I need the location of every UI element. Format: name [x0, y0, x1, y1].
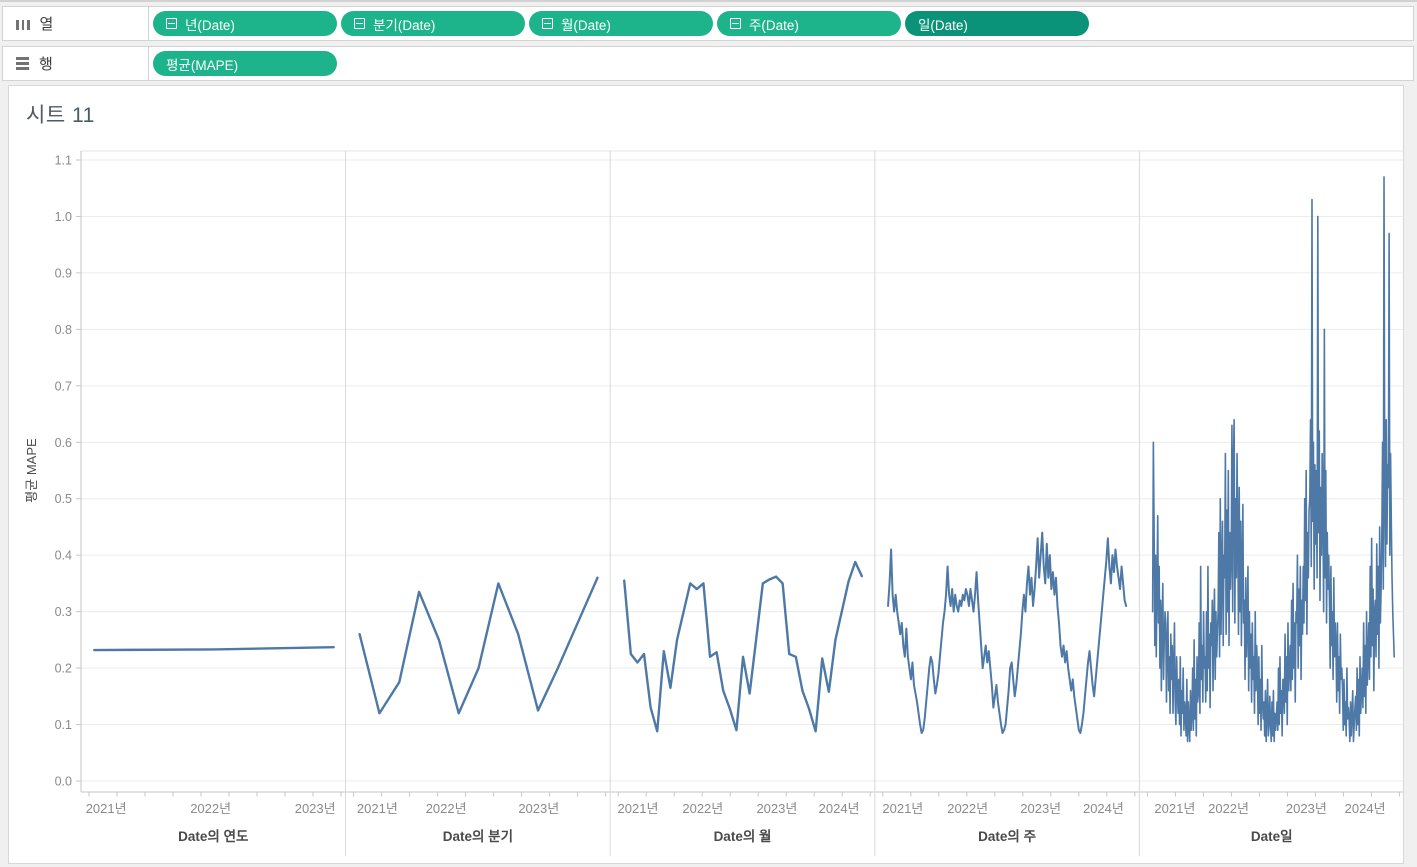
shelf-pill-columns-0[interactable]: 년(Date) [153, 11, 337, 36]
series-line-quarter[interactable] [358, 576, 599, 715]
pill-label: 분기(Date) [373, 17, 436, 33]
series-line-year[interactable] [93, 646, 335, 652]
y-tick-label: 0.7 [55, 379, 72, 393]
rows-shelf-title: 행 [39, 56, 53, 73]
x-tick-label: 2021년 [86, 801, 127, 816]
x-tick-label: 2023년 [295, 801, 336, 816]
series-line-month[interactable] [623, 560, 864, 733]
pill-label: 주(Date) [749, 17, 799, 33]
series-line-day[interactable] [1151, 176, 1396, 743]
pill-label: 일(Date) [918, 17, 968, 33]
y-axis-title: 평균 MAPE [24, 438, 39, 503]
collapse-minus-icon[interactable] [730, 18, 741, 29]
y-tick-label: 0.8 [55, 323, 72, 337]
y-tick-label: 0.1 [55, 718, 72, 732]
y-tick-label: 0.0 [55, 775, 72, 789]
x-axis-title-year: Date의 연도 [178, 828, 249, 844]
y-tick-label: 1.0 [55, 210, 72, 224]
collapse-minus-icon[interactable] [542, 18, 553, 29]
shelf-pill-columns-2[interactable]: 월(Date) [529, 11, 713, 36]
x-tick-label: 2021년 [357, 801, 398, 816]
x-axis-title-week: Date의 주 [978, 828, 1036, 844]
collapse-minus-icon[interactable] [166, 18, 177, 29]
worksheet-card: 0.0 0.1 0.2 0.3 0.4 0.5 0.6 0.7 0.8 0.9 1.0 1.1 평균 M… [8, 85, 1404, 864]
x-tick-label: 2023년 [1286, 801, 1327, 816]
columns-shelf-header: 열 [3, 7, 149, 40]
rows-shelf-header: 행 [3, 47, 149, 80]
x-tick-label: 2023년 [756, 801, 797, 816]
columns-shelf[interactable]: 열 년(Date) 분기(Date) 월(Date) 주(Date) 일(Date) [2, 6, 1414, 41]
rows-icon [16, 57, 29, 70]
shelf-pill-columns-1[interactable]: 분기(Date) [341, 11, 525, 36]
x-tick-label: 2024년 [1345, 801, 1386, 816]
y-tick-label: 0.6 [55, 436, 72, 450]
x-tick-label: 2021년 [1154, 801, 1195, 816]
x-tick-label: 2021년 [882, 801, 923, 816]
x-tick-label: 2022년 [1208, 801, 1249, 816]
pill-label: 평균(MAPE) [166, 57, 239, 73]
window-top-border [0, 0, 1417, 2]
x-tick-label: 2021년 [618, 801, 659, 816]
x-tick-label: 2022년 [947, 801, 988, 816]
x-tick-label: 2024년 [819, 801, 860, 816]
columns-icon [16, 17, 30, 30]
y-tick-label: 0.4 [55, 549, 72, 563]
x-axis-title-quarter: Date의 분기 [443, 828, 513, 844]
rows-pill-container[interactable]: 평균(MAPE) [149, 47, 337, 80]
shelf-pill-columns-3[interactable]: 주(Date) [717, 11, 901, 36]
y-tick-label: 1.1 [55, 154, 72, 168]
shelf-pill-rows-0[interactable]: 평균(MAPE) [153, 51, 337, 76]
columns-pill-container[interactable]: 년(Date) 분기(Date) 월(Date) 주(Date) 일(Date) [149, 7, 1089, 40]
x-tick-label: 2022년 [190, 801, 231, 816]
chart: 0.0 0.1 0.2 0.3 0.4 0.5 0.6 0.7 0.8 0.9 1.0 1.1 평균 M… [24, 150, 1403, 856]
x-tick-label: 2024년 [1083, 801, 1124, 816]
shelf-pill-columns-4[interactable]: 일(Date) [905, 11, 1089, 36]
columns-shelf-title: 열 [39, 16, 54, 33]
x-tick-label: 2022년 [426, 801, 467, 816]
pill-label: 년(Date) [185, 17, 235, 33]
x-tick-label: 2023년 [1020, 801, 1061, 816]
sheet-title: 시트 11 [26, 104, 95, 127]
y-tick-label: 0.5 [55, 492, 72, 506]
x-axis-title-day: Date일 [1251, 829, 1293, 844]
pill-label: 월(Date) [561, 17, 611, 33]
y-tick-label: 0.2 [55, 662, 72, 676]
collapse-minus-icon[interactable] [354, 18, 365, 29]
x-tick-label: 2023년 [518, 801, 559, 816]
y-tick-label: 0.9 [55, 266, 72, 280]
rows-shelf[interactable]: 행 평균(MAPE) [2, 46, 1414, 81]
series-line-week[interactable] [887, 531, 1128, 735]
x-axis-title-month: Date의 월 [714, 828, 772, 844]
x-tick-label: 2022년 [682, 801, 723, 816]
y-tick-label: 0.3 [55, 605, 72, 619]
